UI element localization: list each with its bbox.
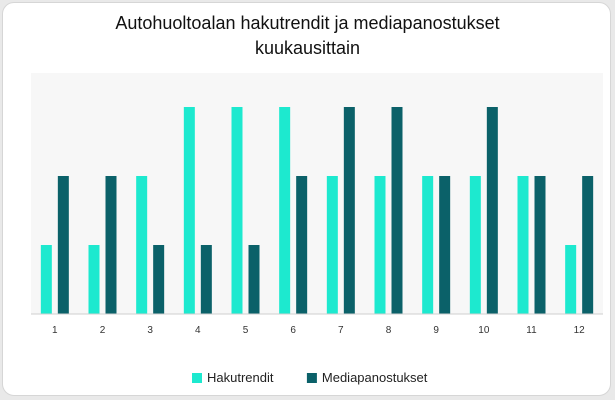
x-tick-label: 5: [243, 325, 249, 336]
bar-hakutrendit-10: [469, 176, 481, 314]
x-tick-label: 1: [52, 325, 58, 336]
bar-mediapanostukset-8: [391, 107, 403, 314]
x-tick-label: 10: [478, 325, 490, 336]
bar-mediapanostukset-1: [57, 176, 69, 314]
x-tick-label: 11: [526, 325, 537, 336]
bar-hakutrendit-5: [231, 107, 243, 314]
x-tick-label: 7: [338, 325, 344, 336]
x-tick-label: 4: [195, 325, 201, 336]
bar-mediapanostukset-10: [486, 107, 498, 314]
legend-swatch-hakutrendit: [192, 373, 202, 383]
bar-mediapanostukset-9: [439, 176, 451, 314]
bar-hakutrendit-12: [565, 245, 577, 314]
bar-hakutrendit-4: [183, 107, 195, 314]
legend-label-hakutrendit: Hakutrendit: [207, 370, 274, 385]
bar-hakutrendit-7: [326, 176, 338, 314]
legend-label-mediapanostukset: Mediapanostukset: [322, 370, 428, 385]
bar-mediapanostukset-7: [343, 107, 355, 314]
bar-hakutrendit-6: [279, 107, 291, 314]
bar-mediapanostukset-11: [534, 176, 546, 314]
bar-mediapanostukset-4: [200, 245, 212, 314]
bar-hakutrendit-3: [136, 176, 148, 314]
chart-title: Autohuoltoalan hakutrendit ja mediapanos…: [115, 13, 500, 58]
bar-mediapanostukset-12: [582, 176, 594, 314]
x-tick-label: 3: [147, 325, 153, 336]
bar-mediapanostukset-3: [153, 245, 165, 314]
legend-swatch-mediapanostukset: [306, 373, 317, 383]
bar-hakutrendit-8: [374, 176, 386, 314]
plot-background: [31, 73, 603, 314]
x-tick-label: 12: [574, 325, 586, 336]
bar-hakutrendit-9: [422, 176, 434, 314]
bar-hakutrendit-1: [40, 245, 52, 314]
bar-hakutrendit-2: [88, 245, 100, 314]
bar-mediapanostukset-5: [248, 245, 260, 314]
x-tick-label: 6: [290, 325, 296, 336]
chart-card: Autohuoltoalan hakutrendit ja mediapanos…: [2, 2, 611, 396]
x-tick-label: 9: [433, 325, 439, 336]
bar-mediapanostukset-6: [296, 176, 308, 314]
bar-hakutrendit-11: [517, 176, 529, 314]
x-tick-label: 2: [100, 325, 106, 336]
x-tick-label: 8: [386, 325, 392, 336]
bar-mediapanostukset-2: [105, 176, 117, 314]
